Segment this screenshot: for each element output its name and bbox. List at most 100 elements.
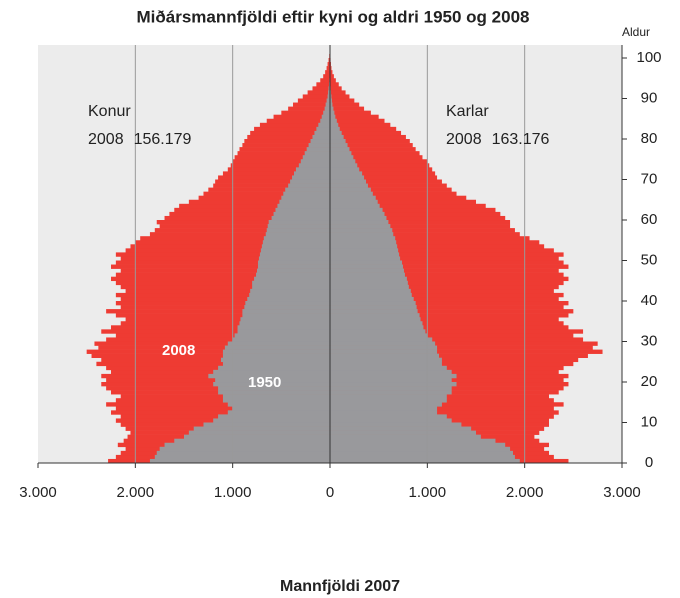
bar [330, 147, 350, 152]
bar [330, 232, 394, 237]
bar [318, 122, 330, 128]
bar [174, 207, 330, 213]
bar [330, 333, 574, 338]
bar [218, 175, 330, 180]
bar [213, 369, 330, 375]
bar [262, 240, 330, 245]
bar [330, 414, 447, 419]
bar [323, 74, 330, 79]
bar [218, 414, 330, 419]
bar [330, 159, 356, 164]
bar [316, 126, 330, 132]
bar [328, 86, 330, 91]
bar [330, 418, 452, 423]
bar [330, 248, 554, 253]
bar [111, 325, 330, 330]
bar [239, 147, 330, 152]
series-label: 2008 [162, 342, 195, 359]
bar [330, 406, 438, 411]
bar [159, 224, 330, 229]
bar [304, 151, 330, 156]
bar [330, 211, 501, 217]
bar [273, 211, 330, 217]
bar [330, 280, 408, 286]
bar [316, 82, 330, 87]
bar [330, 276, 569, 282]
bar [308, 143, 330, 148]
bar [222, 394, 330, 399]
bar [306, 147, 330, 152]
y-tick-label: 10 [641, 413, 658, 430]
bar [244, 139, 330, 144]
bar [156, 450, 330, 456]
bar [98, 345, 330, 350]
bar [106, 402, 330, 407]
bar [330, 228, 393, 233]
y-tick-label: 30 [641, 332, 658, 349]
bar [330, 260, 403, 265]
bar [330, 167, 360, 172]
bar [164, 215, 330, 221]
bar [242, 309, 330, 314]
bar [330, 228, 515, 233]
bar [330, 301, 569, 306]
total-value: 156.179 [134, 131, 192, 148]
bar [279, 199, 330, 205]
bar [252, 280, 330, 286]
bar [330, 106, 334, 111]
bar [240, 317, 330, 322]
bar [169, 211, 330, 217]
bar [120, 296, 330, 302]
bar [320, 118, 330, 124]
bar [115, 272, 330, 277]
bar [260, 248, 330, 253]
bar [330, 292, 564, 298]
bar [257, 268, 330, 273]
bar [330, 175, 438, 180]
bar [224, 345, 330, 350]
bar [227, 341, 330, 346]
bar [266, 118, 330, 124]
bar [330, 292, 412, 298]
bar [330, 296, 414, 302]
bar [330, 94, 332, 99]
bar [227, 410, 330, 415]
bar [330, 264, 403, 269]
bar [125, 288, 330, 294]
bar [259, 122, 330, 128]
bar [326, 66, 330, 71]
bar [203, 422, 330, 427]
bar [179, 203, 330, 209]
bar [330, 446, 511, 452]
panel-label: Karlar [446, 103, 489, 120]
bar [330, 199, 476, 205]
bar [218, 390, 330, 395]
x-tick-label: 2.000 [506, 484, 544, 501]
bar [330, 284, 559, 290]
bars [86, 49, 603, 464]
bar [312, 86, 330, 91]
bar [330, 171, 436, 176]
bar [330, 175, 365, 180]
bar [330, 252, 564, 257]
bar [254, 126, 330, 132]
bar [259, 252, 330, 257]
bar [326, 98, 330, 103]
bar [330, 187, 371, 192]
bar [330, 442, 506, 448]
bar [330, 203, 486, 209]
bar [193, 426, 330, 431]
bar [330, 126, 397, 132]
bar [247, 134, 330, 140]
bar [330, 240, 540, 245]
bar [330, 272, 405, 277]
bar [188, 199, 330, 205]
bar [115, 252, 330, 257]
bar [330, 410, 559, 415]
bar [330, 163, 358, 168]
bar [330, 410, 438, 415]
bar [330, 167, 433, 172]
bar [330, 284, 409, 290]
bar [330, 183, 368, 188]
